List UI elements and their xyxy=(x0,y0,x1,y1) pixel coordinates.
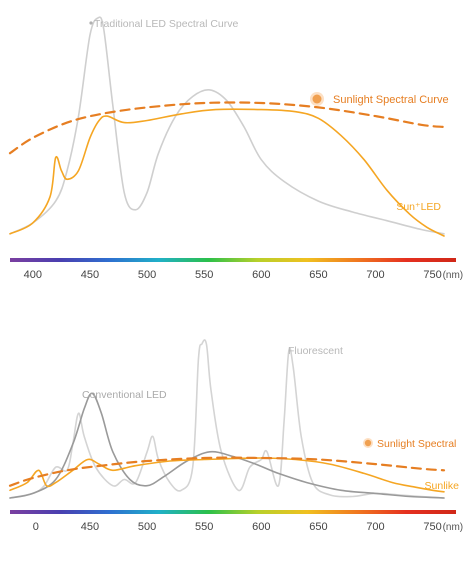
x-tick-label: 750 xyxy=(423,521,441,533)
x-tick-label: 600 xyxy=(252,269,270,281)
x-axis-unit-label: (nm) xyxy=(443,522,464,533)
x-tick-label: 550 xyxy=(195,269,213,281)
spectrum-bar xyxy=(10,510,456,514)
legend-marker xyxy=(89,21,93,25)
x-axis-unit-label: (nm) xyxy=(443,270,464,281)
x-tick-label: 500 xyxy=(138,269,156,281)
x-tick-label: 750 xyxy=(423,269,441,281)
series-line-1-1 xyxy=(9,392,445,499)
chart-panel-top: 400 450 500 550 600 650 700 750 (nm) Traditional … xyxy=(8,16,464,281)
series-label: Traditional LED Spectral Curve xyxy=(94,18,238,30)
series-line-0-0 xyxy=(9,16,445,235)
series-line-0-1 xyxy=(9,108,445,237)
series-line-0-2 xyxy=(8,101,446,155)
series-line-1-3 xyxy=(8,456,446,487)
x-tick-label: 500 xyxy=(138,521,156,533)
x-tick-label: 650 xyxy=(309,521,327,533)
x-tick-label: 700 xyxy=(366,521,384,533)
series-label: Fluorescent xyxy=(288,345,343,357)
series-label: Sunlight Spectral xyxy=(377,438,456,450)
series-label: Conventional LED xyxy=(82,389,167,401)
series-label: Sunlight Spectral Curve xyxy=(333,94,449,106)
series-line-1-2 xyxy=(9,457,445,493)
x-tick-label: 450 xyxy=(81,269,99,281)
x-tick-label: 700 xyxy=(366,269,384,281)
x-tick-label: 400 xyxy=(24,269,42,281)
x-tick-label: 600 xyxy=(252,521,270,533)
x-tick-label: 0 xyxy=(33,521,39,533)
x-tick-label: 450 xyxy=(81,521,99,533)
series-label: Sunlike xyxy=(425,480,460,492)
series-line-1-0 xyxy=(9,339,445,499)
spectrum-bar xyxy=(10,258,456,262)
series-label: Sun⁺LED xyxy=(396,201,441,213)
chart-panel-bottom: 0 450 500 550 600 650 700 750 (nm) Fluorescent Con… xyxy=(8,339,464,533)
x-tick-label: 550 xyxy=(195,521,213,533)
x-tick-label: 650 xyxy=(309,269,327,281)
